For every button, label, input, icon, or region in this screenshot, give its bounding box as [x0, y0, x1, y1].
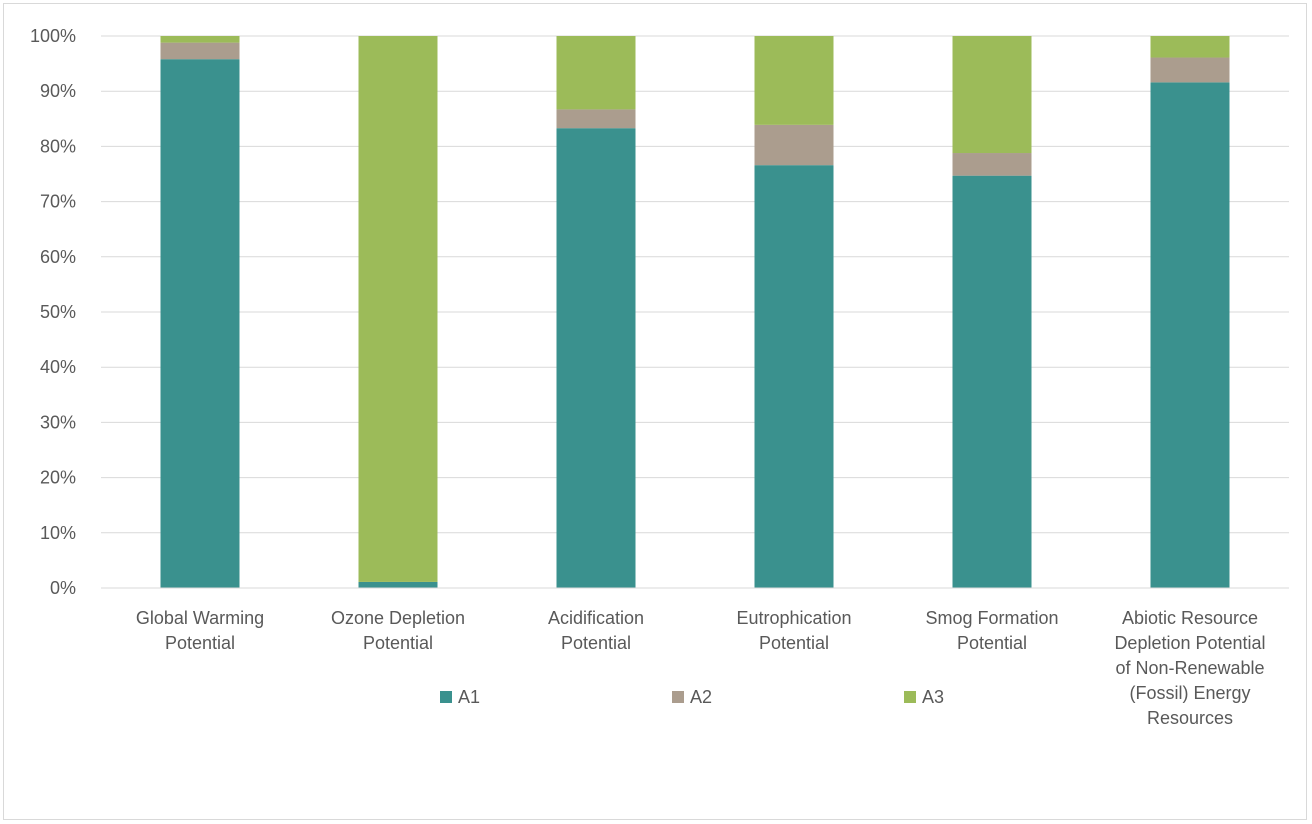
x-category-label: Global Warming Potential [136, 608, 264, 653]
bar-segment-a2 [160, 42, 240, 60]
x-category-label: Eutrophication Potential [736, 608, 851, 653]
bar-segment-a2 [754, 124, 834, 166]
legend-label-a1: A1 [458, 687, 480, 707]
legend-label-a2: A2 [690, 687, 712, 707]
y-tick-label: 0% [50, 578, 76, 598]
bar-segment-a1 [1150, 82, 1230, 589]
y-tick-label: 50% [40, 302, 76, 322]
x-category-label: Smog Formation Potential [925, 608, 1058, 653]
y-tick-label: 30% [40, 412, 76, 432]
y-tick-label: 70% [40, 192, 76, 212]
bar-segment-a3 [358, 36, 438, 582]
category-labels: Global Warming Potential Ozone Depletion Po… [136, 608, 1266, 728]
bar-segment-a2 [1150, 57, 1230, 83]
gridlines [101, 35, 1289, 534]
bar-segment-a3 [952, 36, 1032, 154]
legend-swatch-a2 [672, 691, 684, 703]
bar-segment-a2 [952, 153, 1032, 176]
y-tick-label: 80% [40, 136, 76, 156]
bar-segment-a1 [358, 581, 438, 588]
bar-segment-a1 [556, 128, 636, 588]
y-tick-label: 40% [40, 357, 76, 377]
x-category-label: Acidification Potential [548, 608, 644, 653]
legend: A1 A2 A3 [440, 687, 944, 707]
bar-segment-a1 [160, 59, 240, 588]
y-tick-label: 10% [40, 523, 76, 543]
bar-segment-a1 [754, 165, 834, 588]
x-category-label: Abiotic Resource Depletion Potential of No… [1114, 608, 1265, 728]
x-category-label: Ozone Depletion Potential [331, 608, 465, 653]
legend-swatch-a3 [904, 691, 916, 703]
legend-swatch-a1 [440, 691, 452, 703]
y-tick-label: 60% [40, 247, 76, 267]
bars [160, 36, 1230, 589]
y-tick-label: 100% [30, 26, 76, 46]
bar-segment-a3 [754, 36, 834, 125]
bar-segment-a3 [160, 36, 240, 43]
y-axis-ticks: 0% 10% 20% 30% 40% 50% 60% 70% 80% 90% 100% [30, 26, 76, 598]
bar-segment-a3 [556, 36, 636, 110]
bar-segment-a3 [1150, 36, 1230, 58]
y-tick-label: 20% [40, 468, 76, 488]
y-tick-label: 90% [40, 81, 76, 101]
bar-segment-a1 [952, 175, 1032, 588]
bar-segment-a2 [556, 109, 636, 129]
legend-label-a3: A3 [922, 687, 944, 707]
